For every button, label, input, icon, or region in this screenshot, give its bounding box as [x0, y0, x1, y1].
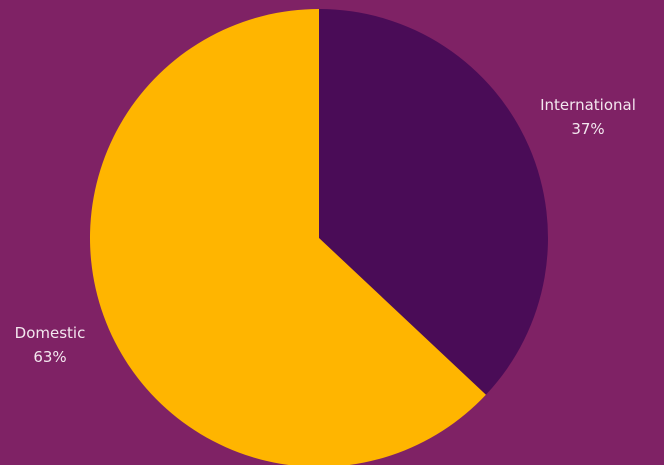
slice-label-domestic: Domestic [15, 324, 86, 342]
pie-slice-international [319, 9, 548, 395]
pie-slice-domestic [90, 9, 486, 465]
slice-percent-international: 37% [571, 120, 604, 138]
pie-slices [90, 9, 548, 465]
slice-percent-domestic: 63% [33, 348, 66, 366]
pie-labels: International 37% Domestic 63% [15, 96, 636, 366]
slice-label-international: International [540, 96, 636, 114]
